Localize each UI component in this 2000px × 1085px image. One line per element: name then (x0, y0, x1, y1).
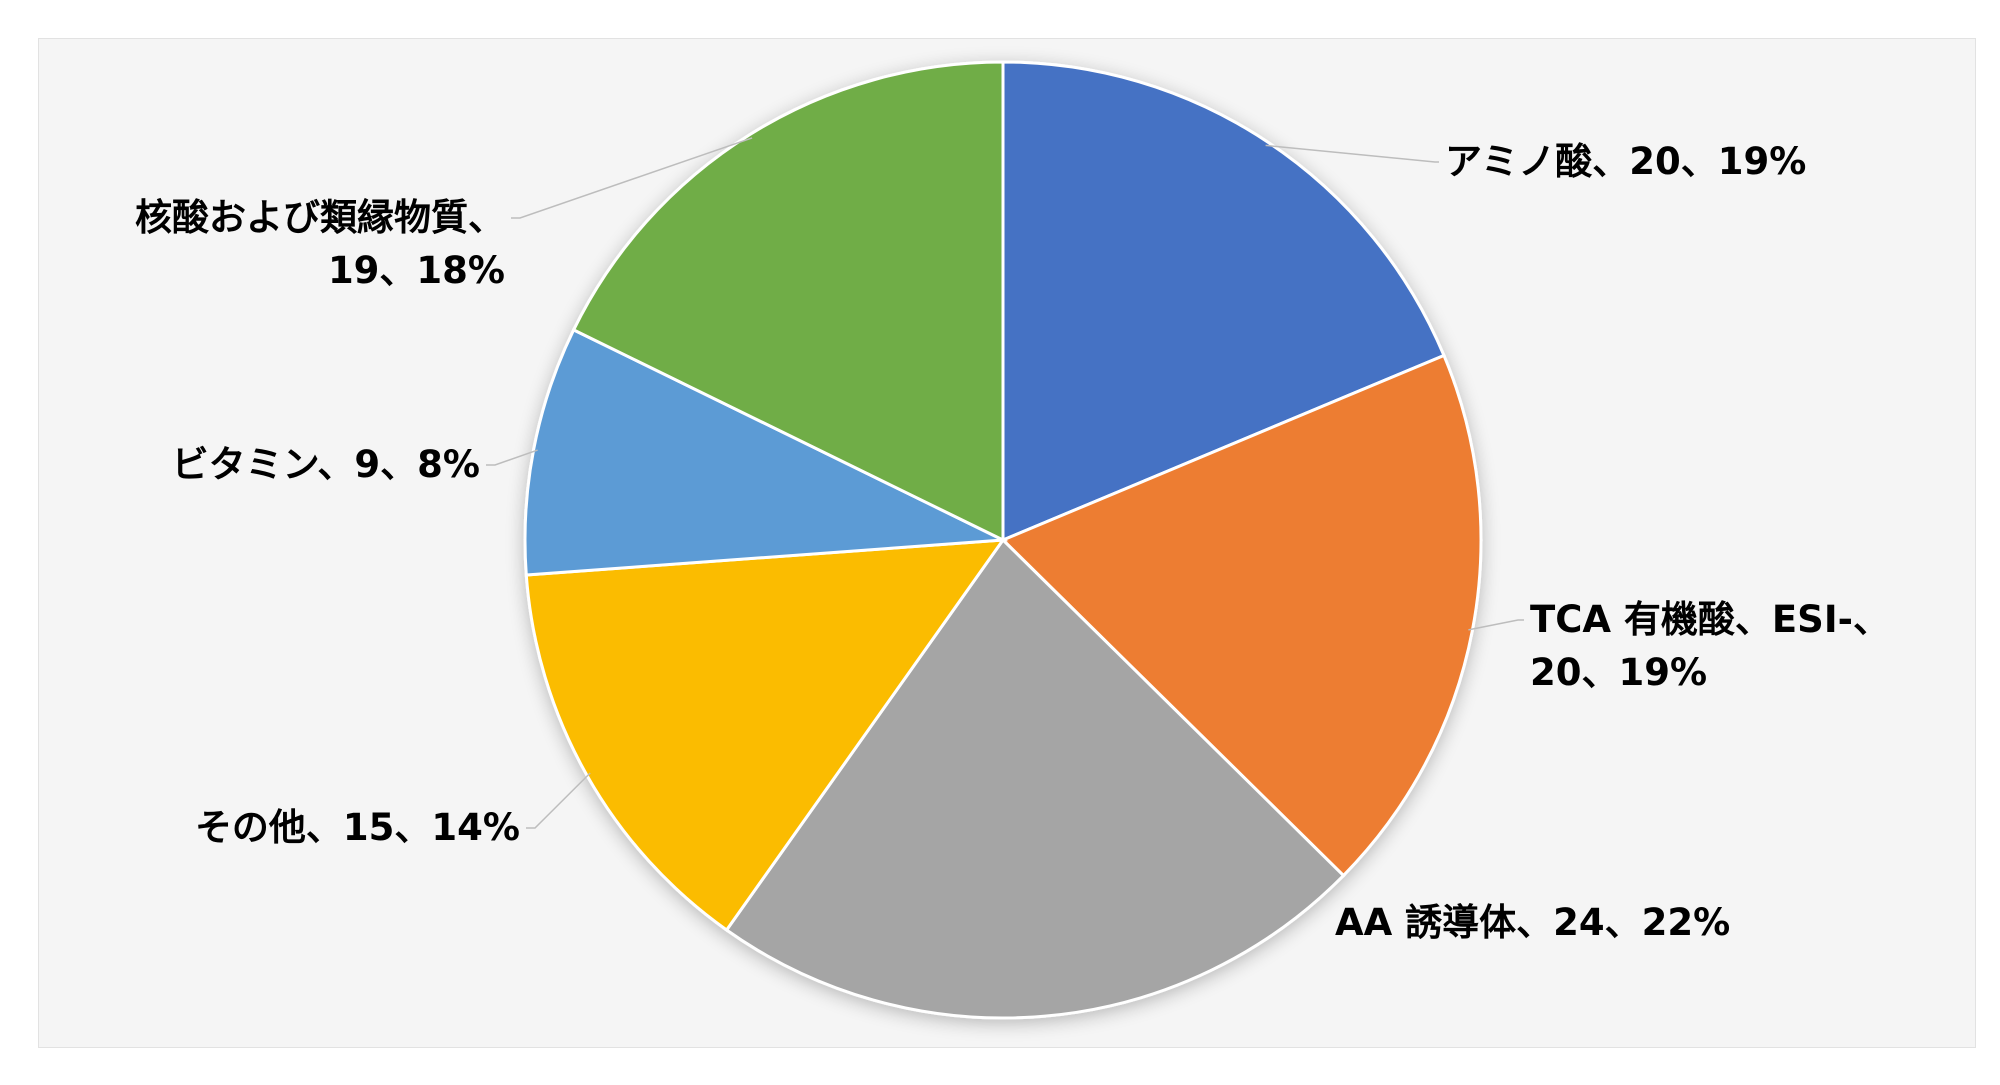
data-label-aa-derivatives: AA 誘導体、24、22% (1335, 901, 1730, 944)
pie-slice-aa-derivatives (724, 537, 1346, 1020)
leader-line-vitamins (486, 449, 538, 466)
data-label-tca-organic-acids: TCA 有機酸、ESI-、 20、19% (1530, 598, 1890, 694)
pie-slice-tca-organic-acids (1000, 353, 1483, 878)
data-label-vitamins: ビタミン、9、8% (172, 443, 480, 486)
data-label-amino-acids: アミノ酸、20、19% (1445, 140, 1806, 183)
data-label-other: その他、15、14% (195, 806, 520, 849)
data-label-nucleic-acids: 核酸および類縁物質、 19、18% (135, 196, 505, 292)
pie-slice-amino-acids (1001, 60, 1446, 543)
pie-slice-other (524, 538, 1007, 933)
leader-line-amino-acids (1265, 144, 1439, 163)
leader-line-tca-organic-acids (1468, 619, 1524, 631)
pie-slice-nucleic-acids (571, 60, 1005, 543)
leader-line-other (526, 772, 591, 829)
pie-slice-vitamins (523, 327, 1009, 577)
leader-line-nucleic-acids (511, 137, 753, 219)
